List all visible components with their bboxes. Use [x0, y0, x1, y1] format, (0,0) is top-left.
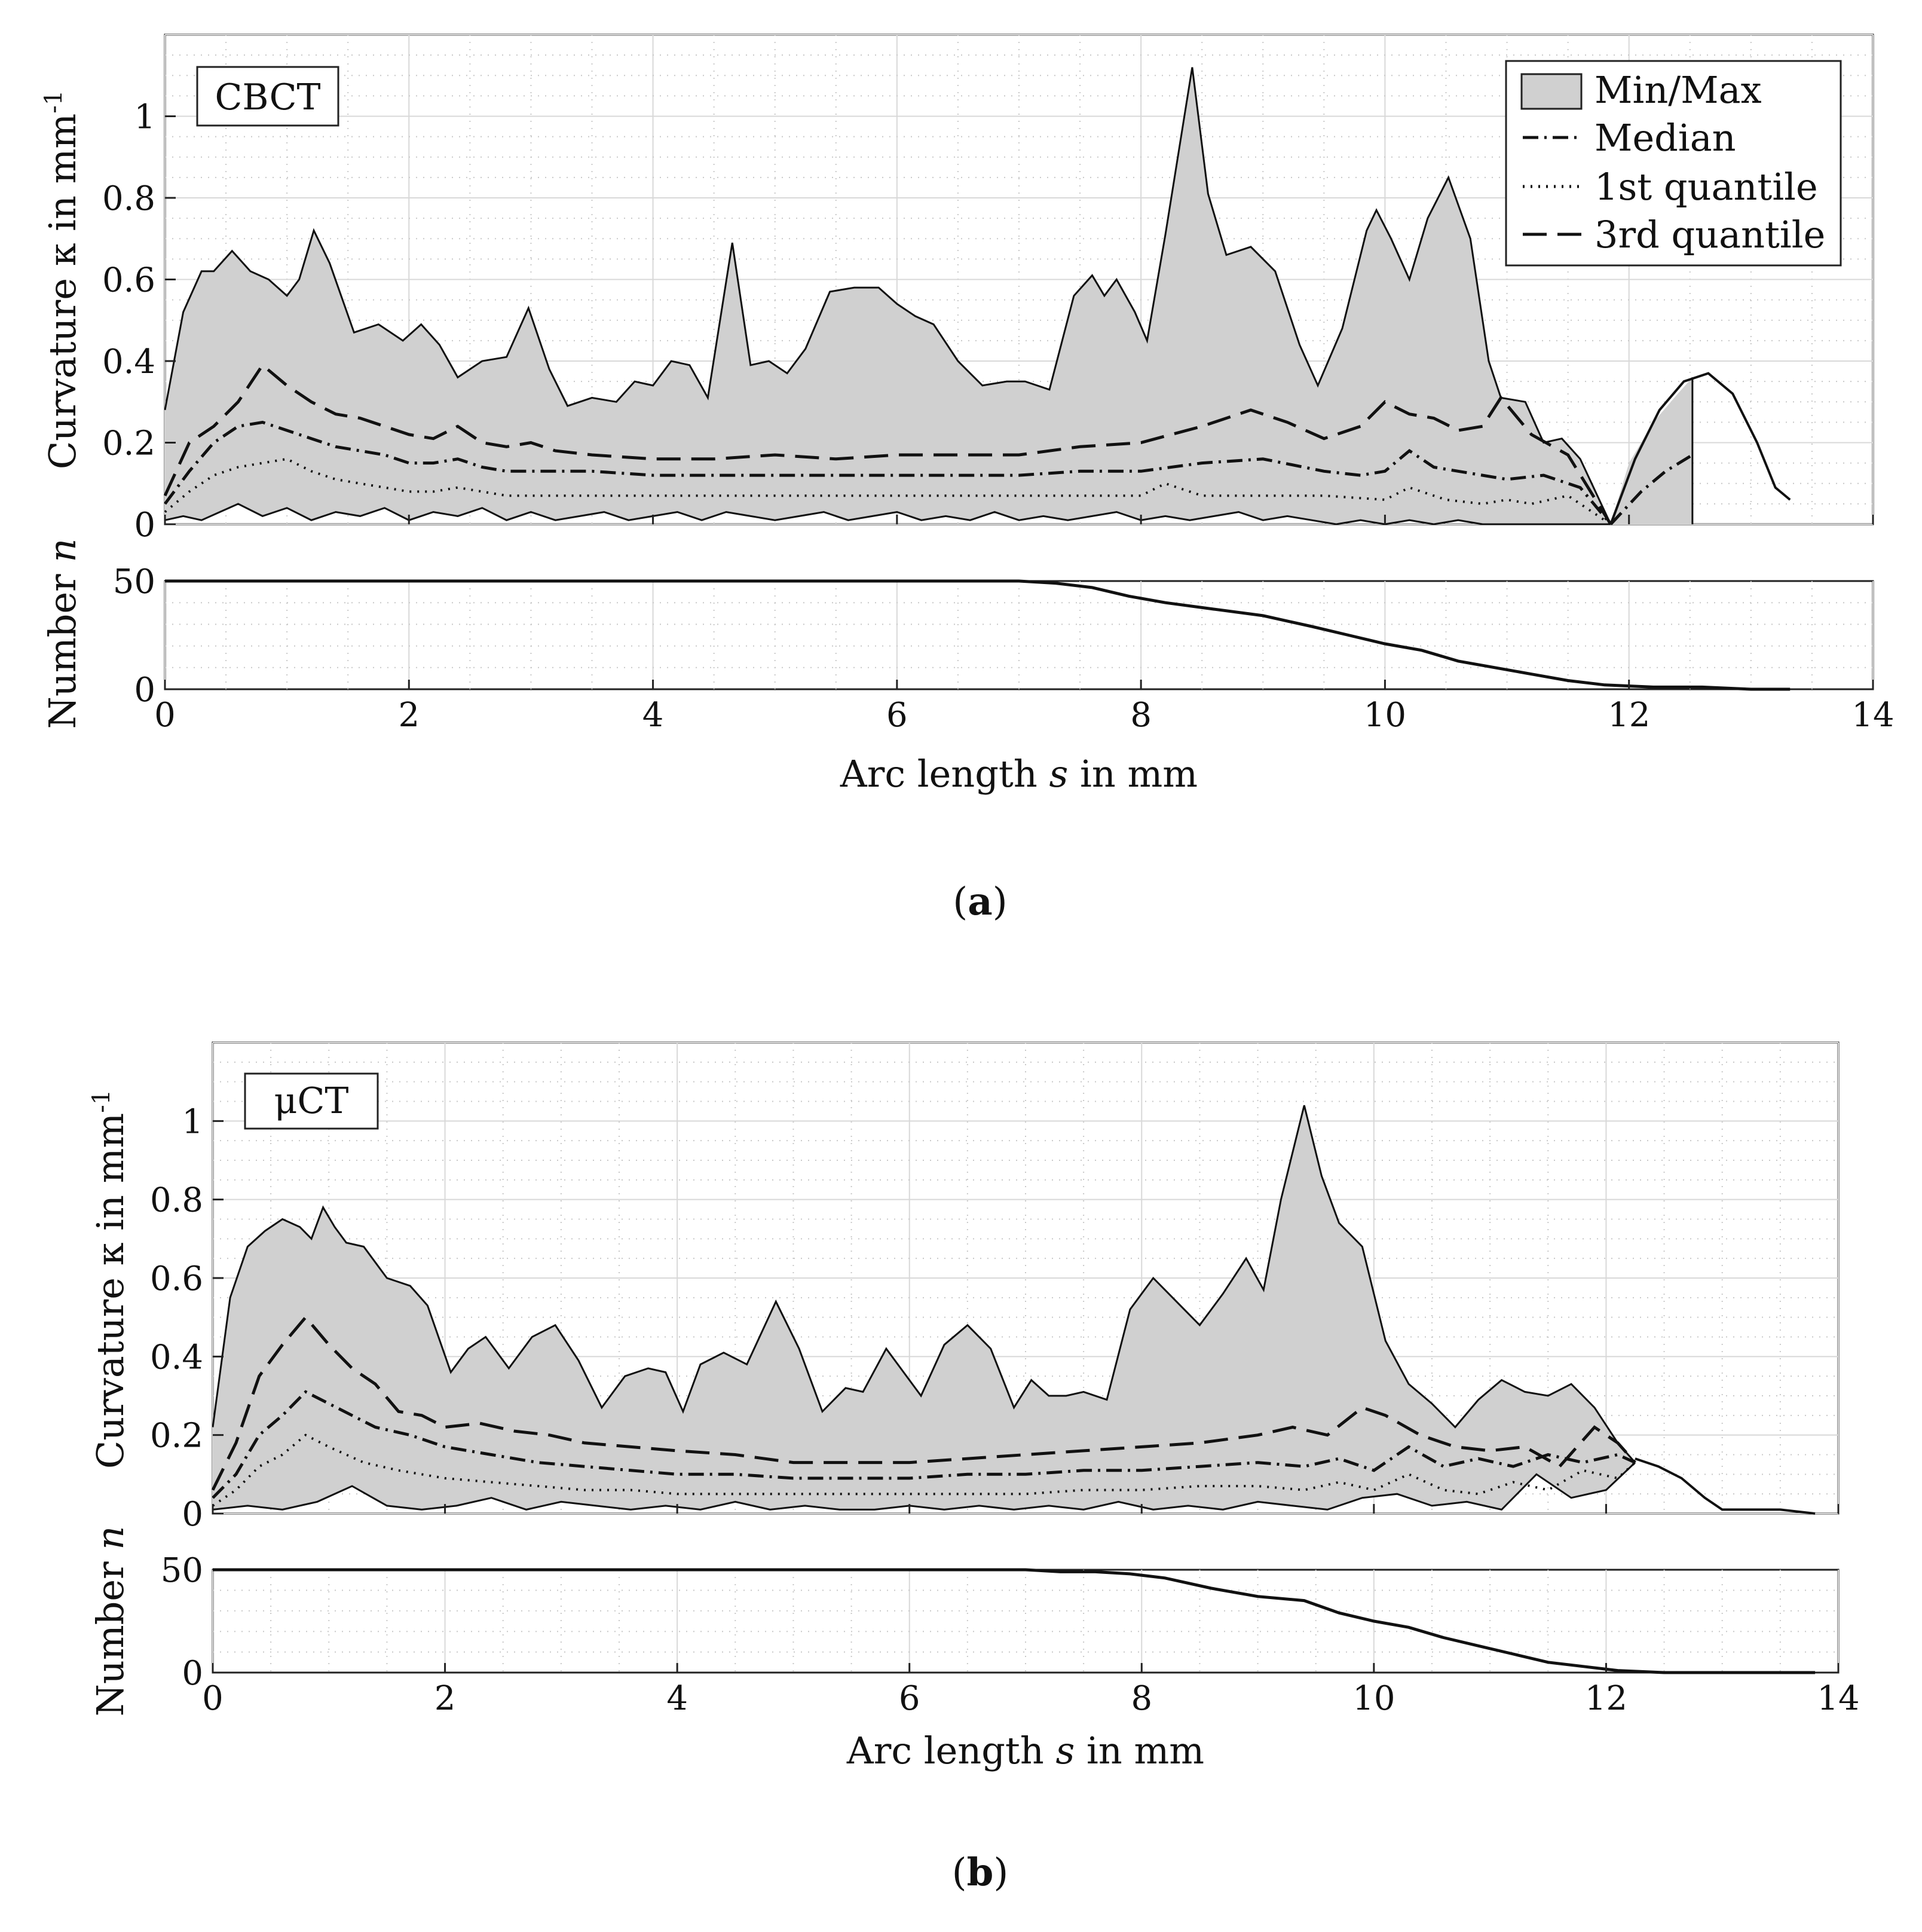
- tail-fill: [1611, 377, 1693, 524]
- x-tick-label: 6: [899, 1679, 920, 1718]
- x-tick-label: 8: [1130, 696, 1152, 735]
- main-y-ticks: 0 0.2 0.4 0.6 0.8 1: [102, 98, 176, 545]
- x-tick-label: 6: [886, 696, 908, 735]
- x-tick-label: 14: [1851, 696, 1894, 735]
- y-tick-label: 0: [134, 506, 155, 545]
- x-tick-label: 4: [642, 696, 664, 735]
- count-y-ticks: 0 50: [113, 563, 155, 710]
- x-tick-label: 10: [1352, 1679, 1395, 1718]
- y-tick-label: 0.8: [150, 1181, 203, 1220]
- count-plot-frame: [164, 580, 1874, 690]
- legend: Min/Max Median 1st quantile 3rd quantile: [1505, 60, 1842, 267]
- count-line: [165, 579, 1791, 691]
- q3-line: [211, 1315, 1636, 1491]
- series-lines-layer: [163, 67, 1791, 525]
- tag-box: μCT: [244, 1072, 379, 1130]
- count-y-axis-label: Number n: [41, 539, 84, 729]
- max-line: [164, 67, 1612, 525]
- count-line-layer: [165, 579, 1791, 691]
- y-tick-label: 0.6: [150, 1260, 203, 1298]
- median-line: [163, 420, 1612, 525]
- count-y-axis-label: Number n: [88, 1526, 132, 1717]
- minmax-fill: [213, 1105, 1635, 1510]
- panel-a: 0 0.2 0.4 0.6 0.8 1 0 50 0 2 4 6 8 10 12 14 CBCT Min/…: [40, 33, 1895, 924]
- count-y-tick-label: 50: [161, 1551, 203, 1590]
- x-ticks: 0 2 4 6 8 10 12 14: [154, 515, 1895, 735]
- series-lines-layer: [211, 1105, 1816, 1515]
- legend-q1-label: 1st quantile: [1594, 165, 1818, 209]
- count-y-tick-label: 0: [182, 1654, 203, 1693]
- max-line: [212, 1105, 1636, 1463]
- legend-median-label: Median: [1594, 116, 1736, 160]
- x-tick-label: 0: [202, 1679, 224, 1718]
- q3-line: [163, 363, 1612, 525]
- y-axis-label: Curvature κ in mm-1: [88, 1090, 132, 1469]
- main-y-ticks: 0 0.2 0.4 0.6 0.8 1: [150, 1102, 224, 1534]
- count-grid: [212, 1570, 1839, 1673]
- x-tick-label: 0: [154, 696, 176, 735]
- count-plot-frame: [212, 1569, 1840, 1674]
- tag-box: CBCT: [196, 66, 339, 127]
- tag-label: CBCT: [215, 77, 320, 118]
- y-tick-label: 0.4: [150, 1338, 203, 1377]
- x-tick-label: 2: [434, 1679, 456, 1718]
- panel-label-b: (b): [952, 1850, 1009, 1895]
- median-line: [212, 1390, 1636, 1499]
- count-y-tick-label: 50: [113, 563, 155, 601]
- x-tick-label: 2: [398, 696, 420, 735]
- minmax-fill-layer: [213, 1105, 1635, 1510]
- x-tick-label: 8: [1131, 1679, 1152, 1718]
- y-tick-label: 1: [134, 98, 155, 137]
- x-ticks: 0 2 4 6 8 10 12 14: [202, 1504, 1860, 1718]
- x-axis-label: Arc length s in mm: [846, 1729, 1204, 1772]
- count-grid: [164, 581, 1874, 689]
- tail-line: [1609, 372, 1791, 525]
- y-tick-label: 0.2: [102, 424, 155, 463]
- y-tick-label: 0.4: [102, 343, 155, 381]
- y-tick-label: 0: [182, 1495, 203, 1534]
- y-tick-label: 1: [182, 1102, 203, 1141]
- x-tick-label: 4: [666, 1679, 688, 1718]
- min-line: [212, 1462, 1636, 1511]
- tag-label: μCT: [274, 1080, 349, 1122]
- x-tick-label: 12: [1585, 1679, 1627, 1718]
- x-tick-label: 10: [1364, 696, 1406, 735]
- y-tick-label: 0.6: [102, 261, 155, 300]
- x-tick-label: 14: [1817, 1679, 1859, 1718]
- legend-q3-label: 3rd quantile: [1594, 213, 1825, 256]
- panel-b: 0 0.2 0.4 0.6 0.8 1 0 50 0 2 4 6 8 10 12 14 μCT Curva…: [88, 1041, 1860, 1895]
- tail-median-line: [1609, 453, 1694, 525]
- min-line: [164, 503, 1611, 525]
- x-tick-label: 12: [1608, 696, 1650, 735]
- tail-line: [1635, 1457, 1816, 1515]
- panel-label-a: (a): [953, 879, 1007, 924]
- count-y-ticks: 0 50: [161, 1551, 203, 1693]
- legend-minmax-swatch: [1520, 73, 1583, 110]
- y-tick-label: 0.8: [102, 179, 155, 218]
- count-y-tick-label: 0: [134, 671, 155, 710]
- y-axis-label: Curvature κ in mm-1: [40, 90, 84, 469]
- legend-minmax-label: Min/Max: [1594, 68, 1762, 112]
- y-tick-label: 0.2: [150, 1417, 203, 1456]
- x-axis-label: Arc length s in mm: [840, 752, 1198, 796]
